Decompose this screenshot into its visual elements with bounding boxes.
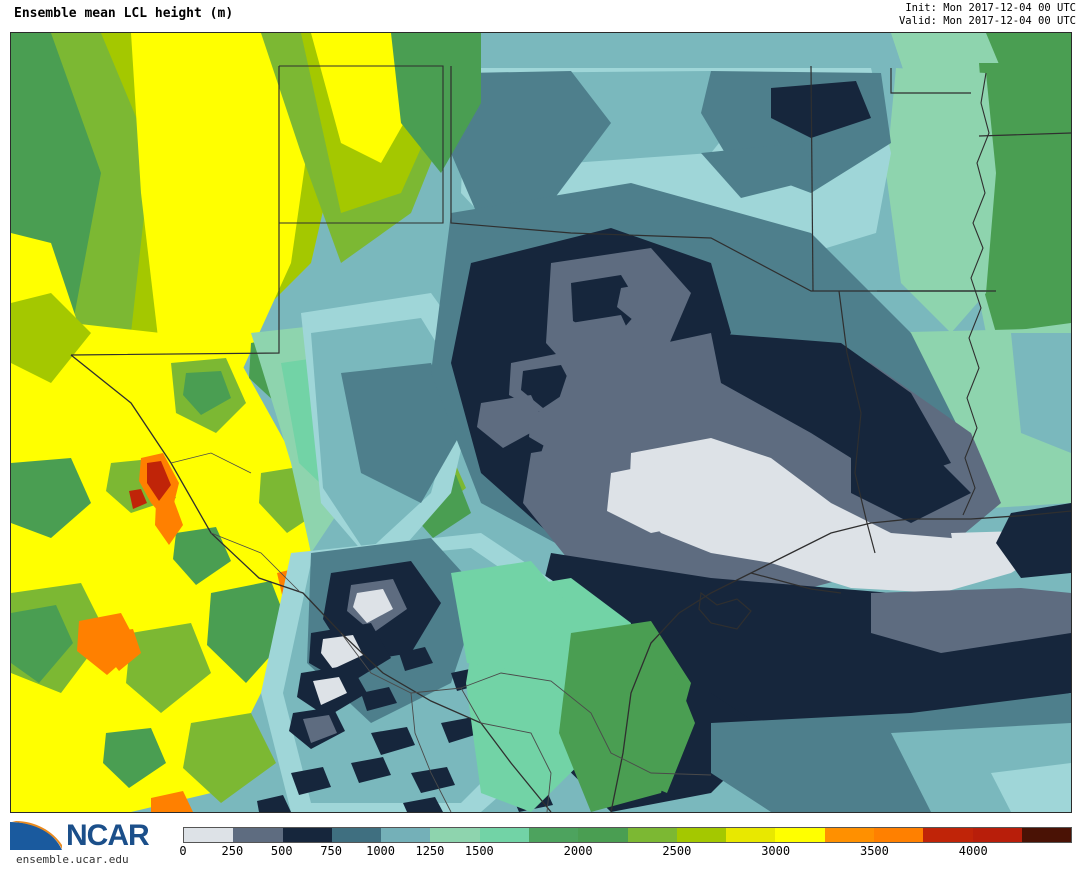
colorbar-swatches (183, 827, 1072, 843)
colorbar-tick: 1500 (464, 844, 494, 858)
colorbar-tick: 3000 (761, 844, 791, 858)
colorbar-swatch (972, 828, 1022, 842)
ncar-swoosh-icon (10, 821, 62, 850)
colorbar-swatch (1021, 828, 1072, 842)
colorbar-swatch (775, 828, 825, 842)
colorbar-tick: 2500 (662, 844, 692, 858)
timestamp-block: Init: Mon 2017-12-04 00 UTC Valid: Mon 2… (899, 2, 1076, 28)
colorbar-swatch (676, 828, 727, 842)
colorbar-tick: 4000 (958, 844, 988, 858)
colorbar-swatch (873, 828, 924, 842)
colorbar-swatch (331, 828, 382, 842)
colorbar-swatch (578, 828, 628, 842)
colorbar-tick: 2000 (563, 844, 593, 858)
colorbar-swatch (923, 828, 973, 842)
lcl-height-field (11, 33, 1071, 812)
colorbar-tick: 0 (179, 844, 187, 858)
colorbar-swatch (184, 828, 234, 842)
colorbar-swatch (627, 828, 677, 842)
page-title: Ensemble mean LCL height (m) (14, 6, 234, 21)
colorbar-swatch (726, 828, 776, 842)
colorbar-tick: 1000 (366, 844, 395, 858)
init-time: Init: Mon 2017-12-04 00 UTC (905, 2, 1076, 14)
colorbar-swatch (282, 828, 332, 842)
ncar-url: ensemble.ucar.edu (16, 853, 129, 866)
header-bar: Ensemble mean LCL height (m) Init: Mon 2… (0, 0, 1080, 32)
ncar-wordmark: NCAR (66, 819, 150, 852)
colorbar-tick: 250 (221, 844, 244, 858)
colorbar-swatch (528, 828, 579, 842)
colorbar-swatch (233, 828, 283, 842)
colorbar-swatch (479, 828, 529, 842)
colorbar: 0 250 500 750 1000 1250 1500 2000 2500 3000 3500 40… (179, 827, 1072, 867)
colorbar-swatch (824, 828, 874, 842)
colorbar-tick: 750 (320, 844, 342, 858)
ncar-logo[interactable]: NCAR ensemble.ucar.edu (8, 820, 176, 868)
colorbar-tick: 500 (270, 844, 293, 858)
valid-time: Valid: Mon 2017-12-04 00 UTC (898, 15, 1076, 27)
colorbar-tick: 3500 (859, 844, 889, 858)
colorbar-tick: 1250 (415, 844, 445, 858)
colorbar-swatch (430, 828, 480, 842)
map-canvas[interactable] (10, 32, 1072, 813)
colorbar-tick-labels: 0 250 500 750 1000 1250 1500 2000 2500 3000 3500 40… (179, 844, 1072, 864)
colorbar-swatch (381, 828, 431, 842)
